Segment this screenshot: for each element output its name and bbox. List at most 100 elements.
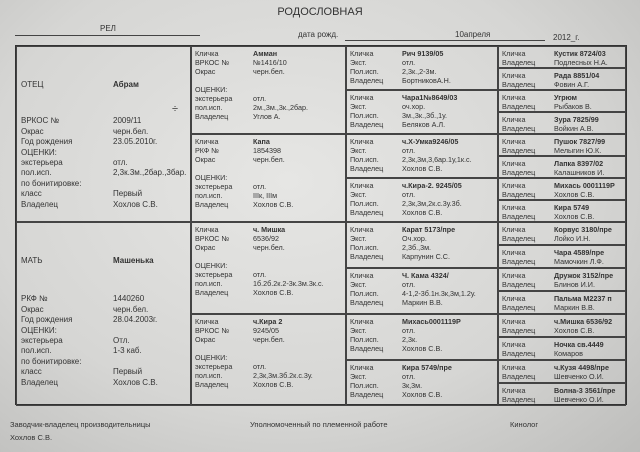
name-value: Амман (253, 49, 278, 58)
name-label: Кличка (350, 49, 374, 58)
owner-label: Владелец (502, 280, 536, 289)
work-label: пол.исп. (21, 168, 52, 178)
owner-value: Шевченко О.И. (554, 372, 604, 381)
name-label: Кличка (502, 93, 526, 102)
ext-label: Экст. (350, 326, 367, 335)
name-value: Карат 5173/пре (402, 225, 456, 234)
gg-grandparent-cell: Кличка Кустик 8724/03 Владелец Подлесных Н.… (498, 46, 626, 68)
name-label: Кличка (502, 137, 526, 146)
reg-label: РКФ № (21, 294, 48, 304)
name-value: ч.Х-Умка9246/05 (402, 137, 459, 146)
grandparent-cell: Кличка Амман ВРКОС № №1416/10 Окрас черн.бел.… (191, 46, 346, 134)
gg-grandparent-cell: Кличка Ночка св.4449 Владелец Комаров (498, 337, 626, 360)
owner-value: Углов А. (253, 112, 281, 121)
owner-value: Маркин В.В. (554, 303, 595, 312)
sire-exterior: отл. (113, 157, 128, 167)
ext-value: отл. (402, 326, 416, 335)
color-label: Окрас (195, 335, 216, 344)
owner-value: Шевченко О.И. (554, 395, 604, 404)
owner-value: Войкин А.В. (554, 124, 594, 133)
color-value: черн.бел. (253, 67, 285, 76)
name-value: Угрюм (554, 93, 577, 102)
name-label: Кличка (350, 271, 374, 280)
name-label: Кличка (502, 248, 526, 257)
birth-date-label: дата рожд. (298, 30, 339, 39)
owner-value: Блинов И.И. (554, 280, 595, 289)
work-value: 3к,3м. (402, 381, 423, 390)
owner-label: Владелец (502, 190, 536, 199)
name-value: Михась0001119Р (402, 317, 461, 326)
ext-value: отл. (402, 372, 416, 381)
scores-label: ОЦЕНКИ: (195, 85, 228, 94)
owner-value: Хохлов С.В. (402, 164, 443, 173)
great-grandparent-cell: Кличка Рич 9139/05 Экст. отл. Пол.исп. 2,3к.,… (346, 46, 498, 90)
work-label: пол.исп. (195, 191, 223, 200)
name-value: Ночка св.4449 (554, 340, 604, 349)
ext-label: Экст. (350, 146, 367, 155)
name-value: Ч. Кама 4324/ (402, 271, 449, 280)
work-label: пол.исп. (195, 371, 223, 380)
great-grandparent-cell: Кличка Чара1№8649/03 Экст. оч.хор. Пол.исп. 3… (346, 90, 498, 134)
name-label: Кличка (195, 49, 219, 58)
scores-label: ОЦЕНКИ: (195, 261, 228, 270)
name-label: Кличка (502, 115, 526, 124)
owner-value: Карпунин С.С. (402, 252, 450, 261)
gg-grandparent-cell: Кличка Михась 0001119Р Владелец Хохлов С.В. (498, 178, 626, 200)
owner-label: Владелец (195, 288, 229, 297)
ext-value: Оч.хор. (402, 234, 427, 243)
exterior-label: экстерьера (195, 270, 233, 279)
name-label: Кличка (502, 340, 526, 349)
dam-cell: МАТЬ Машенька РКФ № 1440260 Окрас черн.бел.… (16, 222, 191, 406)
bonit-label: по бонитировке: (21, 178, 82, 188)
name-value: Кустик 8724/03 (554, 49, 606, 58)
name-value: Чара 4589/пре (554, 248, 605, 257)
reg-label: ВРКОС № (195, 58, 230, 67)
work-value: 2,3к,3м,2к.с.3у.3б. (402, 199, 462, 208)
class-label: класс (21, 367, 42, 377)
name-value: Рич 9139/05 (402, 49, 444, 58)
great-grandparent-cell: Кличка ч.Кира-2. 9245/05 Экст. отл. Пол.исп.… (346, 178, 498, 222)
gg-grandparent-cell: Кличка Угрюм Владелец Рыбаков В. (498, 90, 626, 112)
scores-label: ОЦЕНКИ: (21, 147, 57, 157)
owner-label: Владелец (502, 168, 536, 177)
owner-label: Владелец (21, 199, 59, 209)
work-value: 4-1,2-3б.1н.3к,3м,1.2у. (402, 289, 476, 298)
owner-value: Фовин А.Г. (554, 80, 590, 89)
sire-class: Первый (113, 189, 143, 199)
work-label: Пол.исп. (350, 155, 379, 164)
birth-year-label: Год рождения (21, 315, 73, 325)
sex-symbol-icon: ÷ (172, 103, 179, 115)
owner-label: Владелец (502, 146, 536, 155)
dam-class: Первый (113, 367, 143, 377)
work-label: Пол.исп. (350, 381, 379, 390)
grandparent-cell: Кличка ч. Мишка ВРКОС № 6536/92 Окрас черн.бе… (191, 222, 346, 314)
color-label: Окрас (21, 126, 44, 136)
reg-label: ВРКОС № (195, 326, 230, 335)
owner-value: Рыбаков В. (554, 102, 592, 111)
owner-label: Владелец (502, 326, 536, 335)
owner-label: Владелец (502, 124, 536, 133)
owner-label: Владелец (350, 252, 384, 261)
name-label: Кличка (502, 159, 526, 168)
owner-label: Владелец (195, 380, 229, 389)
owner-label: Владелец (502, 303, 536, 312)
dam-exterior: Отл. (113, 335, 130, 345)
scores-label: ОЦЕНКИ: (195, 353, 228, 362)
color-label: Окрас (195, 243, 216, 252)
ext-label: Экст. (350, 372, 367, 381)
name-value: ч. Мишка (253, 225, 286, 234)
breed-value: РЕЛ (100, 24, 116, 33)
dam-owner: Хохлов С.В. (113, 377, 158, 387)
name-value: Кира 5749 (554, 203, 590, 212)
name-label: Кличка (502, 225, 526, 234)
name-label: Кличка (350, 225, 374, 234)
sire-color: черн.бел. (113, 126, 149, 136)
reg-value: 6536/92 (253, 234, 279, 243)
owner-value: Хохлов С.В. (554, 190, 595, 199)
work-value: 3м.,3к.,3б.,1у. (402, 111, 448, 120)
great-grandparent-cell: Кличка Кира 5749/пре Экст. отл. Пол.исп. 3к,3… (346, 360, 498, 406)
gg-grandparent-cell: Кличка Волна-3 3561/пре Владелец Шевченко О… (498, 383, 626, 406)
name-label: Кличка (502, 71, 526, 80)
name-value: Дружок 3152/пре (554, 271, 614, 280)
ext-label: Экст. (350, 58, 367, 67)
